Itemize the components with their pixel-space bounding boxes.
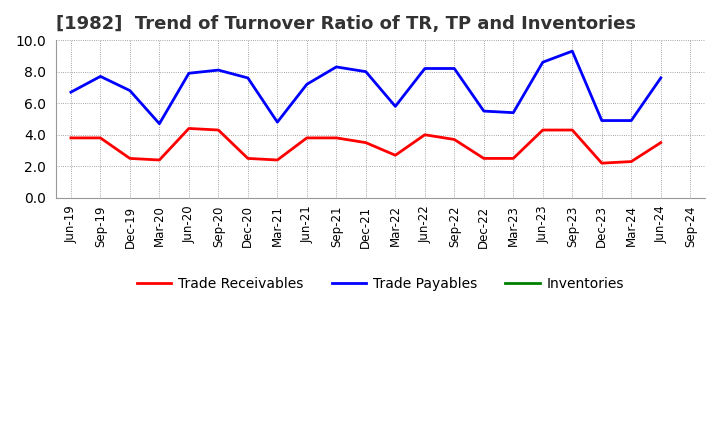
- Trade Receivables: [243, 156, 252, 161]
- Trade Receivables: [480, 156, 488, 161]
- Trade Receivables: [155, 158, 163, 163]
- Trade Payables: [96, 74, 104, 79]
- Trade Receivables: [214, 128, 222, 133]
- Trade Receivables: [184, 126, 193, 131]
- Trade Payables: [509, 110, 518, 115]
- Trade Receivables: [96, 135, 104, 140]
- Line: Trade Payables: Trade Payables: [71, 51, 661, 124]
- Trade Receivables: [657, 140, 665, 145]
- Trade Payables: [273, 120, 282, 125]
- Trade Receivables: [568, 128, 577, 133]
- Trade Receivables: [627, 159, 636, 164]
- Trade Payables: [125, 88, 134, 93]
- Trade Payables: [184, 70, 193, 76]
- Trade Receivables: [273, 158, 282, 163]
- Trade Payables: [155, 121, 163, 126]
- Trade Payables: [627, 118, 636, 123]
- Trade Receivables: [450, 137, 459, 142]
- Trade Payables: [480, 108, 488, 114]
- Trade Receivables: [509, 156, 518, 161]
- Trade Receivables: [361, 140, 370, 145]
- Trade Payables: [243, 75, 252, 81]
- Trade Receivables: [420, 132, 429, 137]
- Trade Payables: [420, 66, 429, 71]
- Trade Payables: [214, 67, 222, 73]
- Trade Payables: [302, 82, 311, 87]
- Text: [1982]  Trend of Turnover Ratio of TR, TP and Inventories: [1982] Trend of Turnover Ratio of TR, TP…: [56, 15, 636, 33]
- Trade Payables: [598, 118, 606, 123]
- Trade Payables: [568, 48, 577, 54]
- Trade Receivables: [539, 128, 547, 133]
- Trade Payables: [657, 75, 665, 81]
- Trade Payables: [391, 104, 400, 109]
- Legend: Trade Receivables, Trade Payables, Inventories: Trade Receivables, Trade Payables, Inven…: [131, 271, 630, 296]
- Trade Receivables: [125, 156, 134, 161]
- Trade Payables: [332, 64, 341, 70]
- Trade Payables: [539, 59, 547, 65]
- Trade Payables: [450, 66, 459, 71]
- Trade Receivables: [66, 135, 75, 140]
- Trade Receivables: [598, 161, 606, 166]
- Trade Payables: [361, 69, 370, 74]
- Trade Receivables: [332, 135, 341, 140]
- Trade Receivables: [391, 153, 400, 158]
- Trade Receivables: [302, 135, 311, 140]
- Trade Payables: [66, 89, 75, 95]
- Line: Trade Receivables: Trade Receivables: [71, 128, 661, 163]
